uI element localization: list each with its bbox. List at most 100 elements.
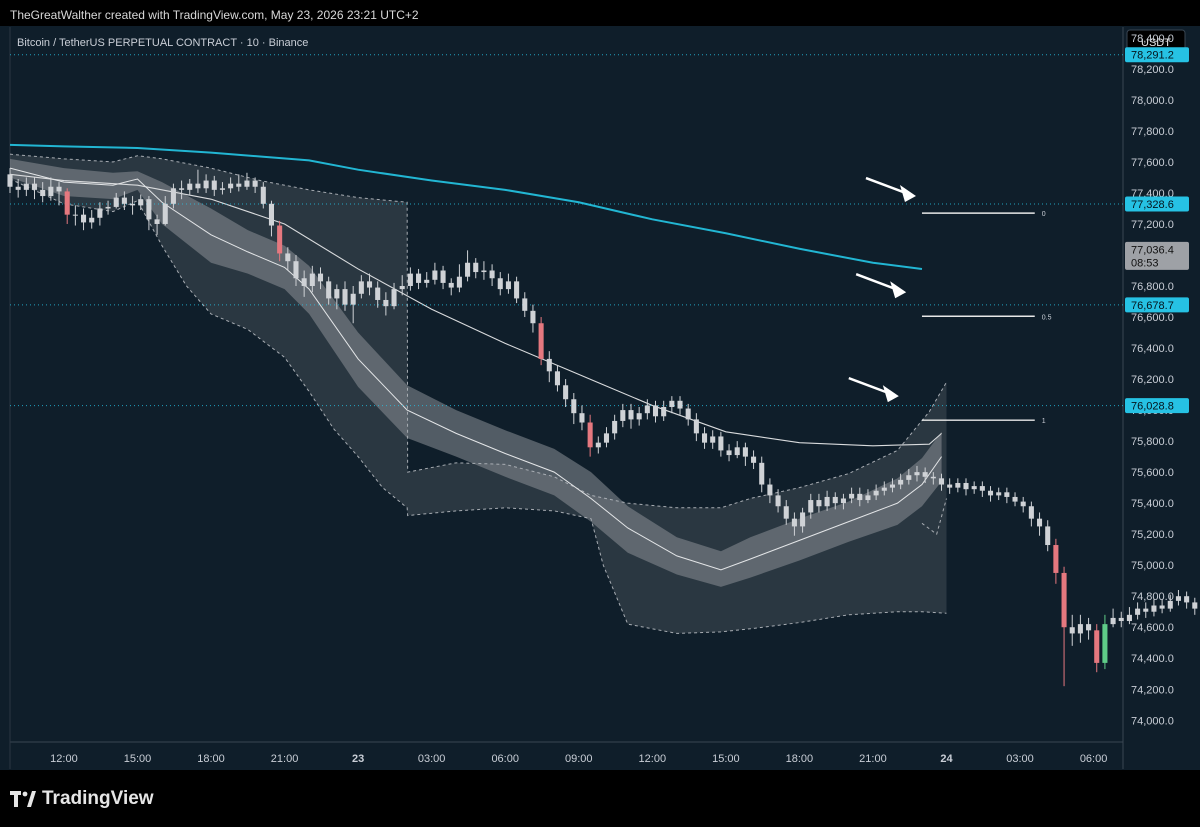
candle — [595, 436, 601, 454]
candle — [97, 202, 103, 226]
price-label-4: 76,028.8 — [1125, 398, 1189, 414]
candle-body — [293, 261, 299, 279]
candle-body — [407, 273, 413, 287]
y-tick-label: 74,000.0 — [1131, 715, 1174, 727]
candle — [326, 276, 332, 305]
candle — [628, 403, 634, 429]
currency-label: USDT — [1141, 37, 1171, 49]
candle-body — [1053, 545, 1059, 573]
candle — [203, 174, 209, 193]
candle-body — [1028, 506, 1034, 519]
candle — [228, 177, 234, 193]
candle — [179, 180, 185, 200]
candle — [1135, 602, 1141, 620]
candle — [113, 192, 119, 209]
candle — [987, 486, 994, 502]
candle — [268, 200, 275, 237]
candle-body — [317, 273, 324, 282]
candle — [23, 177, 29, 197]
candle-body — [702, 433, 708, 443]
candle-body — [840, 498, 846, 504]
candle — [187, 178, 193, 195]
candle-body — [399, 286, 405, 290]
candle — [211, 175, 217, 197]
y-tick-label: 75,200.0 — [1131, 529, 1174, 541]
y-tick-label: 74,400.0 — [1131, 653, 1174, 665]
candle — [72, 205, 78, 226]
candle — [726, 444, 732, 462]
candle-body — [1159, 605, 1165, 609]
outer-band-fill — [10, 154, 947, 634]
candle-body — [236, 183, 242, 187]
y-tick-label: 74,600.0 — [1131, 622, 1174, 634]
candle-body — [277, 225, 283, 254]
candle-body — [366, 281, 373, 288]
candle — [840, 493, 846, 510]
candle — [783, 500, 789, 525]
candle-body — [783, 506, 789, 519]
candle — [620, 403, 626, 428]
tradingview-brand[interactable]: TradingView — [10, 788, 154, 810]
candle-body — [865, 495, 871, 501]
band-outer-upper-line — [9, 153, 947, 509]
candle-body — [759, 462, 765, 485]
candle — [1020, 496, 1026, 513]
candle-body — [898, 479, 904, 485]
candle — [693, 413, 699, 442]
chart-title: Bitcoin / TetherUS PERPETUAL CONTRACT · … — [17, 37, 308, 49]
candle-body — [636, 413, 642, 420]
annotation-arrow-1 — [855, 273, 907, 299]
candle — [1151, 599, 1157, 617]
candle — [955, 478, 961, 493]
candle — [154, 214, 160, 235]
candle — [1126, 607, 1132, 625]
candle-body — [538, 323, 544, 359]
tradingview-logo-icon — [10, 791, 36, 807]
candle — [612, 414, 618, 440]
price-label-2: 77,036.408:53 — [1125, 241, 1189, 270]
candle — [505, 273, 511, 294]
candle — [1012, 492, 1018, 507]
candle-body — [612, 420, 618, 434]
price-label-countdown: 08:53 — [1131, 257, 1159, 269]
candle-body — [775, 495, 781, 507]
candle — [317, 267, 324, 290]
candle-body — [587, 422, 593, 448]
candle — [440, 265, 446, 290]
annotation-arrow-2 — [848, 376, 899, 403]
candle — [636, 406, 642, 426]
candle — [644, 399, 650, 420]
candle-body — [416, 273, 422, 283]
candle-body — [1077, 624, 1083, 634]
slow-ma-line — [9, 173, 942, 447]
candle — [522, 292, 528, 318]
candle-body — [1135, 608, 1141, 615]
candle — [350, 286, 356, 324]
candle-body — [228, 183, 234, 189]
candle-body — [146, 199, 152, 220]
candle — [497, 272, 503, 296]
candle — [48, 177, 54, 201]
candle-body — [652, 405, 659, 417]
candle-body — [97, 208, 103, 218]
candle-body — [742, 447, 748, 457]
candle-body — [326, 281, 332, 299]
candle-body — [334, 289, 340, 299]
candle-body — [693, 419, 699, 434]
candle-body — [530, 310, 536, 324]
candle — [1053, 538, 1059, 584]
candle-body — [56, 186, 62, 192]
price-label-0: 78,291.2 — [1125, 47, 1189, 63]
candle — [1118, 611, 1124, 628]
candle-body — [1167, 600, 1173, 609]
candle-body — [7, 174, 13, 187]
candle-body — [375, 287, 381, 300]
candle — [399, 275, 405, 296]
candle — [677, 396, 683, 415]
x-tick-label: 18:00 — [197, 753, 225, 765]
candle-body — [350, 293, 356, 305]
candle — [277, 220, 283, 262]
y-tick-label: 77,600.0 — [1131, 157, 1174, 169]
candle — [1028, 501, 1034, 527]
